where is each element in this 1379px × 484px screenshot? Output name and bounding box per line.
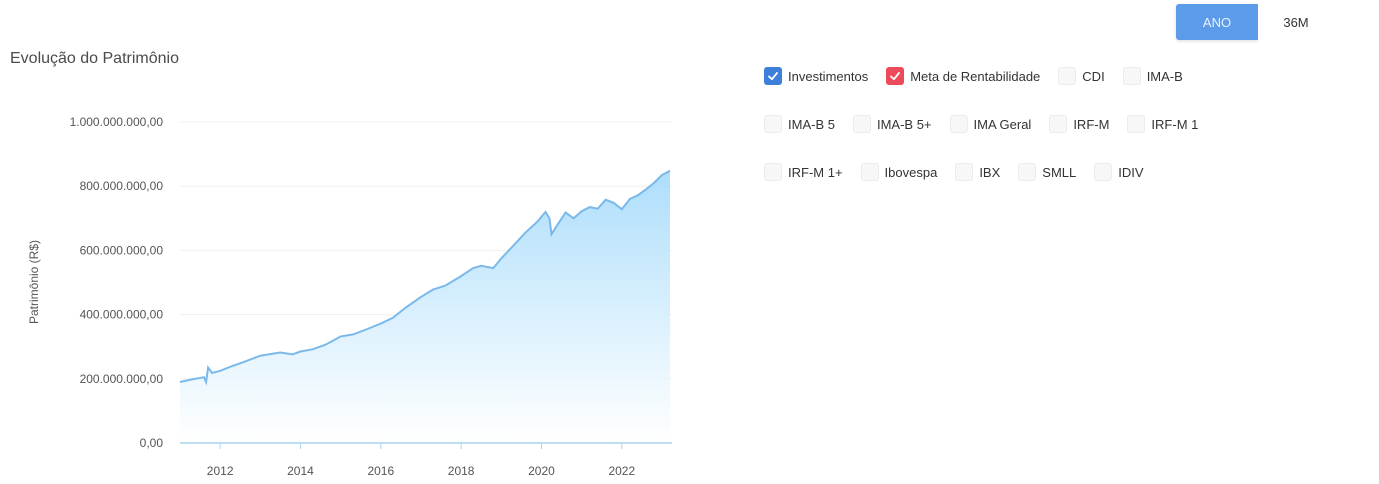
- y-axis: 0,00 200.000.000,00 400.000.000,00 600.000.…: [70, 115, 164, 450]
- x-tick-label: 2016: [367, 464, 394, 478]
- x-tick-label: 2020: [528, 464, 555, 478]
- legend-item-ima-b-5[interactable]: IMA-B 5+: [852, 115, 932, 133]
- y-tick-label: 1.000.000.000,00: [70, 115, 164, 129]
- legend-item-ima-geral[interactable]: IMA Geral: [949, 115, 1032, 133]
- legend-checkbox[interactable]: [860, 163, 879, 181]
- legend-item-irf-m[interactable]: IRF-M: [1049, 115, 1109, 133]
- legend-checkbox[interactable]: [1094, 163, 1113, 181]
- legend-item-ima-b[interactable]: IMA-B: [1122, 67, 1183, 85]
- legend-checkbox[interactable]: [1127, 115, 1146, 133]
- legend-checkbox[interactable]: [1049, 115, 1068, 133]
- legend-item-ima-b-5[interactable]: IMA-B 5: [764, 115, 835, 133]
- legend-row: IRF-M 1+ Ibovespa IBX SMLL IDIV: [764, 160, 1304, 184]
- legend: Investimentos Meta de Rentabilidade CDI IMA…: [764, 64, 1304, 208]
- legend-item-smll[interactable]: SMLL: [1018, 163, 1076, 181]
- legend-label: CDI: [1082, 68, 1105, 84]
- legend-item-meta-de-rentabilidade[interactable]: Meta de Rentabilidade: [886, 67, 1040, 85]
- check-icon: [768, 72, 778, 81]
- legend-label: IRF-M: [1073, 116, 1110, 132]
- legend-label: IMA Geral: [973, 116, 1032, 132]
- legend-item-ibovespa[interactable]: Ibovespa: [860, 163, 938, 181]
- legend-label: IRF-M 1+: [788, 164, 843, 180]
- legend-label: Investimentos: [788, 68, 869, 84]
- legend-checkbox[interactable]: [1058, 67, 1077, 85]
- legend-label: Meta de Rentabilidade: [910, 68, 1041, 84]
- legend-label: SMLL: [1042, 164, 1077, 180]
- legend-label: IRF-M 1: [1151, 116, 1199, 132]
- series-area-investimentos: [180, 170, 670, 444]
- x-axis: 2012 2014 2016 2018 2020 2022: [207, 443, 635, 478]
- x-tick-label: 2022: [608, 464, 635, 478]
- period-toggle: ANO 36M: [1176, 4, 1334, 40]
- legend-item-irf-m-1[interactable]: IRF-M 1+: [764, 163, 843, 181]
- legend-label: IMA-B: [1146, 68, 1183, 84]
- legend-checkbox[interactable]: [1122, 67, 1141, 85]
- legend-label: IBX: [979, 164, 1001, 180]
- legend-item-investimentos[interactable]: Investimentos: [764, 67, 868, 85]
- legend-row: Investimentos Meta de Rentabilidade CDI IMA…: [764, 64, 1304, 88]
- legend-item-cdi[interactable]: CDI: [1058, 67, 1105, 85]
- chart-title: Evolução do Patrimônio: [10, 50, 179, 67]
- y-tick-label: 800.000.000,00: [80, 179, 164, 193]
- check-icon: [890, 72, 901, 81]
- legend-checkbox[interactable]: [1018, 163, 1037, 181]
- x-tick-label: 2018: [448, 464, 475, 478]
- legend-checkbox[interactable]: [955, 163, 974, 181]
- y-tick-label: 200.000.000,00: [80, 372, 164, 386]
- legend-label: IMA-B 5+: [876, 116, 932, 132]
- y-tick-label: 400.000.000,00: [80, 308, 164, 322]
- legend-checkbox[interactable]: [852, 115, 871, 133]
- legend-checkbox[interactable]: [764, 67, 782, 85]
- legend-label: IDIV: [1118, 164, 1144, 180]
- legend-label: IMA-B 5: [788, 116, 835, 132]
- legend-item-ibx[interactable]: IBX: [955, 163, 1000, 181]
- y-tick-label: 0,00: [140, 436, 164, 450]
- legend-checkbox[interactable]: [886, 67, 905, 85]
- y-axis-label: Patrimônio (R$): [27, 240, 41, 324]
- legend-item-idiv[interactable]: IDIV: [1094, 163, 1144, 181]
- x-tick-label: 2014: [287, 464, 314, 478]
- legend-row: IMA-B 5 IMA-B 5+ IMA Geral IRF-M IRF-M 1: [764, 112, 1304, 136]
- legend-checkbox[interactable]: [949, 115, 968, 133]
- legend-checkbox[interactable]: [764, 115, 782, 133]
- chart: 0,00 200.000.000,00 400.000.000,00 600.000.…: [27, 115, 672, 478]
- period-36m-button[interactable]: 36M: [1258, 4, 1334, 40]
- legend-checkbox[interactable]: [764, 163, 782, 181]
- x-tick-label: 2012: [207, 464, 234, 478]
- legend-item-irf-m-1[interactable]: IRF-M 1: [1127, 115, 1198, 133]
- period-ano-button[interactable]: ANO: [1176, 4, 1258, 40]
- legend-label: Ibovespa: [884, 164, 938, 180]
- series-line-investimentos: [179, 169, 671, 386]
- y-tick-label: 600.000.000,00: [80, 243, 164, 257]
